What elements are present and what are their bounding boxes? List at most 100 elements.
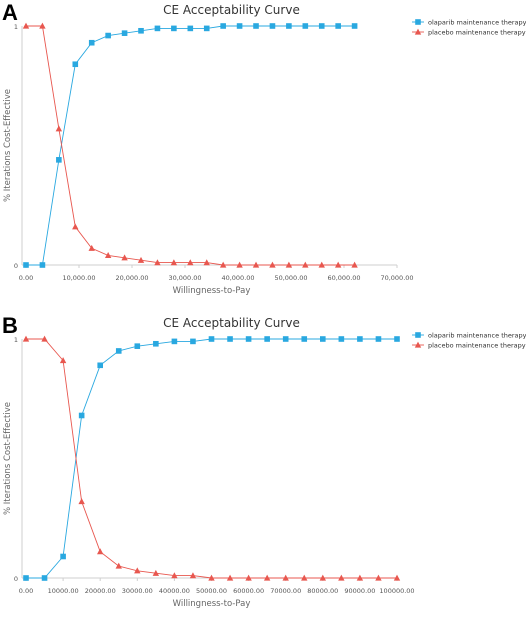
x-tick-label: 50,000.00 xyxy=(274,274,307,282)
data-point-placebo xyxy=(170,259,178,266)
data-point-placebo xyxy=(78,498,85,505)
data-point-placebo xyxy=(285,261,293,268)
x-tick-label: 30,000.00 xyxy=(168,274,201,282)
data-point-olaparib xyxy=(320,336,326,342)
y-tick-label: 1 xyxy=(14,336,18,344)
data-point-placebo xyxy=(154,259,161,266)
data-point-olaparib xyxy=(245,336,252,342)
data-point-olaparib xyxy=(208,336,215,342)
x-tick-label: 20,000.00 xyxy=(115,274,148,282)
data-point-olaparib xyxy=(253,23,259,29)
data-point-olaparib xyxy=(351,23,358,29)
data-point-olaparib xyxy=(115,348,122,354)
data-point-olaparib xyxy=(78,412,85,419)
data-point-placebo xyxy=(22,335,30,342)
data-point-olaparib xyxy=(227,336,233,342)
chart-a-svg: CE Acceptability Curve 0.00 10,000.00 20,00… xyxy=(3,3,526,296)
data-point-placebo xyxy=(72,223,79,230)
data-point-placebo xyxy=(41,335,48,342)
data-point-placebo xyxy=(171,572,178,579)
data-point-placebo xyxy=(282,574,289,581)
legend-marker-square xyxy=(415,332,421,338)
data-point-olaparib xyxy=(338,336,345,342)
series-line-olaparib xyxy=(26,338,397,579)
data-point-placebo xyxy=(115,562,122,569)
data-point-placebo xyxy=(134,567,141,574)
data-point-olaparib xyxy=(394,336,400,342)
x-tick-label: 0.00 xyxy=(19,274,33,282)
data-point-placebo xyxy=(375,574,382,581)
data-point-olaparib xyxy=(318,23,325,29)
legend-label: olaparib maintenance therapy xyxy=(428,332,526,340)
x-tick-label: 10000.00 xyxy=(48,587,79,595)
x-tick-label: 40000.00 xyxy=(159,587,190,595)
y-tick-label: 0 xyxy=(14,575,18,583)
data-point-olaparib xyxy=(375,336,382,342)
x-axis-label: Willingness-to-Pay xyxy=(173,599,251,609)
data-point-olaparib xyxy=(105,32,111,39)
x-tick-label: 60,000.00 xyxy=(327,274,360,282)
data-point-olaparib xyxy=(60,553,66,560)
series-line-placebo xyxy=(26,338,397,579)
data-point-olaparib xyxy=(302,23,309,29)
data-point-olaparib xyxy=(154,25,161,32)
data-point-olaparib xyxy=(236,23,243,29)
data-point-olaparib xyxy=(264,336,270,342)
chart-panel-b: B CE Acceptability Curve 0.00 10000.00 2000… xyxy=(0,313,526,626)
data-point-placebo xyxy=(59,357,67,364)
legend-marker-triangle xyxy=(414,341,422,348)
data-point-placebo xyxy=(97,548,104,555)
chart-panel-a: A CE Acceptability Curve 0.00 10,000.00 20,… xyxy=(2,0,526,296)
data-point-placebo xyxy=(356,574,364,581)
data-point-olaparib xyxy=(357,336,363,342)
data-point-olaparib xyxy=(171,338,178,345)
data-point-olaparib xyxy=(190,338,196,345)
data-point-placebo xyxy=(263,574,271,581)
legend-label: olaparib maintenance therapy xyxy=(428,19,526,27)
y-axis-label: % Iterations Cost-Effective xyxy=(3,89,13,202)
data-point-placebo xyxy=(39,22,46,29)
data-point-olaparib xyxy=(269,23,276,29)
data-point-placebo xyxy=(318,261,325,268)
data-point-placebo xyxy=(121,254,128,261)
data-point-placebo xyxy=(269,261,276,268)
data-point-olaparib xyxy=(41,575,48,581)
data-point-olaparib xyxy=(88,39,95,46)
data-point-olaparib xyxy=(72,61,79,68)
legend-label: placebo maintenance therapy xyxy=(428,342,526,350)
chart-title: CE Acceptability Curve xyxy=(163,3,300,17)
legend-marker-triangle xyxy=(414,28,422,35)
data-point-placebo xyxy=(55,125,63,132)
data-point-placebo xyxy=(245,574,252,581)
x-tick-label: 40,000.00 xyxy=(221,274,254,282)
x-tick-label: 70000.00 xyxy=(270,587,301,595)
data-point-placebo xyxy=(189,572,197,579)
data-point-olaparib xyxy=(301,336,308,342)
data-point-olaparib xyxy=(23,575,29,581)
x-tick-label: 90000.00 xyxy=(344,587,375,595)
y-tick-label: 0 xyxy=(14,262,18,270)
data-point-placebo xyxy=(226,574,234,581)
data-point-placebo xyxy=(334,261,342,268)
data-point-olaparib xyxy=(39,262,46,268)
data-point-olaparib xyxy=(203,25,210,32)
data-point-placebo xyxy=(22,22,30,29)
data-point-placebo xyxy=(319,574,326,581)
data-point-placebo xyxy=(88,244,95,251)
panel-letter-b: B xyxy=(2,313,18,338)
x-tick-label: 100000.00 xyxy=(379,587,414,595)
panel-letter-a: A xyxy=(2,0,18,25)
x-axis-label: Willingness-to-Pay xyxy=(173,286,251,296)
x-tick-label: 30000.00 xyxy=(122,587,153,595)
data-point-olaparib xyxy=(56,157,62,163)
data-point-placebo xyxy=(187,259,194,266)
data-point-placebo xyxy=(302,261,309,268)
data-point-olaparib xyxy=(138,27,144,34)
data-point-olaparib xyxy=(220,23,226,29)
legend-marker-square xyxy=(415,19,421,25)
data-point-olaparib xyxy=(187,25,194,32)
data-point-placebo xyxy=(203,259,210,266)
y-tick-label: 1 xyxy=(14,23,18,31)
x-tick-label: 60000.00 xyxy=(233,587,264,595)
data-point-olaparib xyxy=(171,25,177,32)
